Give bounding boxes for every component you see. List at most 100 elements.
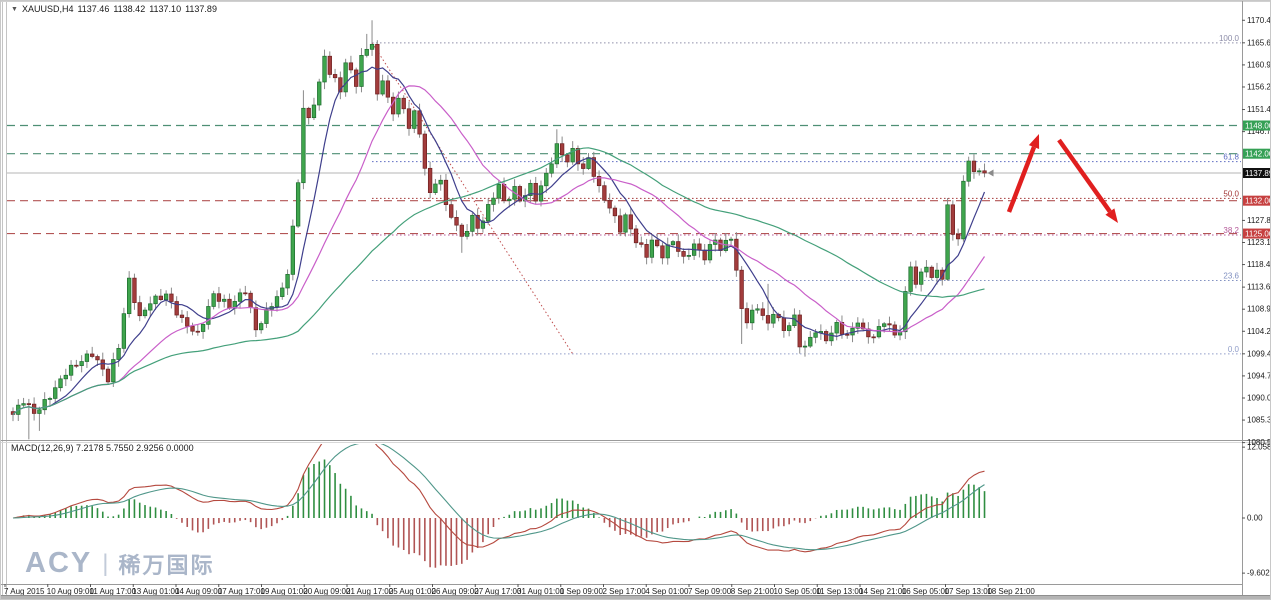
candle-bull (111, 359, 116, 383)
time-tick-label: 7 Aug 2015 (4, 587, 45, 596)
macd-tick-label: -9.6025 (1247, 569, 1271, 578)
candle-bear (618, 215, 623, 233)
price-flag-1148.00 (1243, 120, 1270, 131)
candle-bull (211, 293, 216, 307)
candle-bull (317, 81, 322, 106)
candle-bear (216, 293, 222, 302)
candle-bull (808, 336, 813, 347)
candle-bear (982, 170, 987, 174)
up-arrow[interactable] (1006, 134, 1040, 213)
candle-bear (195, 330, 200, 333)
candle-bear (174, 301, 179, 316)
symbol-dropdown-icon[interactable]: ▼ (11, 5, 18, 13)
candle-bull (623, 214, 628, 233)
candle-bear (655, 239, 660, 247)
candle-bull (470, 214, 475, 232)
macd-signal-line (12, 444, 985, 551)
time-tick-label: 1 Sep 09:00 (560, 587, 604, 596)
candle-bull (903, 291, 908, 333)
quote-open: 1137.46 (77, 4, 110, 14)
quote-close: 1137.89 (185, 4, 217, 14)
price-tick-label: 1146.70 (1247, 127, 1271, 136)
candle-bull (285, 274, 290, 289)
candle-bear (681, 251, 686, 257)
candle-bear (443, 179, 449, 206)
time-tick-label: 14 Aug 09:00 (175, 587, 223, 596)
time-tick-label: 25 Aug 01:00 (389, 587, 437, 596)
candle-bear (565, 154, 570, 163)
candle-bear (190, 325, 195, 332)
candle-bull (924, 266, 929, 273)
time-tick-label: 17 Sep 13:00 (945, 587, 993, 596)
candle-bull (68, 364, 74, 376)
time-tick-label: 7 Sep 09:00 (688, 587, 732, 596)
candle-bull (322, 55, 327, 83)
candle-bear (227, 298, 232, 309)
price-tick-label: 1160.90 (1247, 60, 1271, 69)
time-tick-label: 13 Aug 01:00 (132, 587, 180, 596)
window-bottom-edge (1, 595, 1270, 599)
candle-bear (354, 69, 359, 87)
candle-bull (670, 241, 676, 246)
candle-bear (132, 277, 137, 303)
medium-ma-line (12, 85, 985, 415)
candle-bull (42, 399, 47, 411)
macd-axis[interactable]: 12.0588 0.00 -9.6025 (1242, 443, 1271, 578)
down-arrow-shaft[interactable] (1057, 138, 1112, 213)
fibonacci-retracement[interactable]: 100.0 61.8 50.0 38.2 23.6 0.0 (371, 34, 1241, 355)
horizontal-level-lines[interactable] (7, 124, 1241, 235)
candle-bear (633, 228, 639, 244)
candle-bull (280, 287, 285, 297)
chart-title: ▼ XAUUSD,H4 1137.46 1138.42 1137.10 1137… (11, 4, 217, 14)
candle-bull (127, 277, 132, 315)
candle-bear (559, 143, 565, 156)
time-tick-label: 11 Sep 13:00 (816, 587, 864, 596)
candle-bear (95, 356, 100, 361)
candle-bear (422, 133, 427, 169)
candle-bull (21, 403, 26, 406)
candle-bull (934, 269, 940, 278)
candle-bull (771, 313, 776, 324)
candle-bear (338, 77, 343, 93)
candle-bull (802, 345, 808, 348)
candle-bull (649, 239, 655, 258)
broker-logo-brand: ACY (25, 547, 93, 579)
candle-bear (253, 307, 259, 331)
candle-bear (644, 244, 649, 258)
candle-bear (406, 108, 412, 129)
candle-bear (612, 207, 618, 217)
candle-bear (332, 74, 338, 79)
symbol-period-label: XAUUSD,H4 (21, 4, 74, 14)
candle-bear (137, 302, 142, 317)
candle-bear (158, 295, 163, 300)
price-axis[interactable]: 1170.40 1165.60 1160.90 1156.20 1151.40 1146.… (1242, 16, 1271, 447)
fib-level-label: 23.6 (1223, 272, 1239, 281)
time-tick-label: 2 Sep 17:00 (603, 587, 647, 596)
candle-bull (961, 180, 966, 240)
price-tick-label: 1170.40 (1247, 16, 1271, 25)
fib-trendline[interactable] (371, 42, 574, 355)
candle-bull (364, 48, 369, 56)
fib-level-label: 50.0 (1223, 189, 1239, 198)
down-arrow[interactable] (1057, 138, 1118, 223)
candle-bear (26, 403, 31, 405)
price-tick-label: 1127.80 (1247, 216, 1271, 225)
candle-bull (264, 309, 269, 324)
candle-bull (544, 172, 549, 187)
candle-bear (913, 266, 919, 285)
candle-bull (153, 295, 158, 305)
candle-bear (760, 308, 765, 316)
candle-bear (417, 110, 422, 135)
macd-tick-label: 0.00 (1247, 514, 1263, 523)
candle-bull (200, 323, 206, 332)
time-tick-label: 11 Aug 17:00 (90, 587, 137, 596)
candle-bull (412, 110, 417, 129)
candle-bear (639, 242, 644, 245)
candle-bear (929, 266, 934, 278)
price-tick-label: 1090.00 (1247, 393, 1271, 402)
up-arrow-shaft[interactable] (1006, 146, 1037, 213)
candle-bull (882, 323, 887, 327)
price-tick-label: 1094.70 (1247, 371, 1271, 380)
price-flag-1137.89 (1243, 168, 1270, 178)
